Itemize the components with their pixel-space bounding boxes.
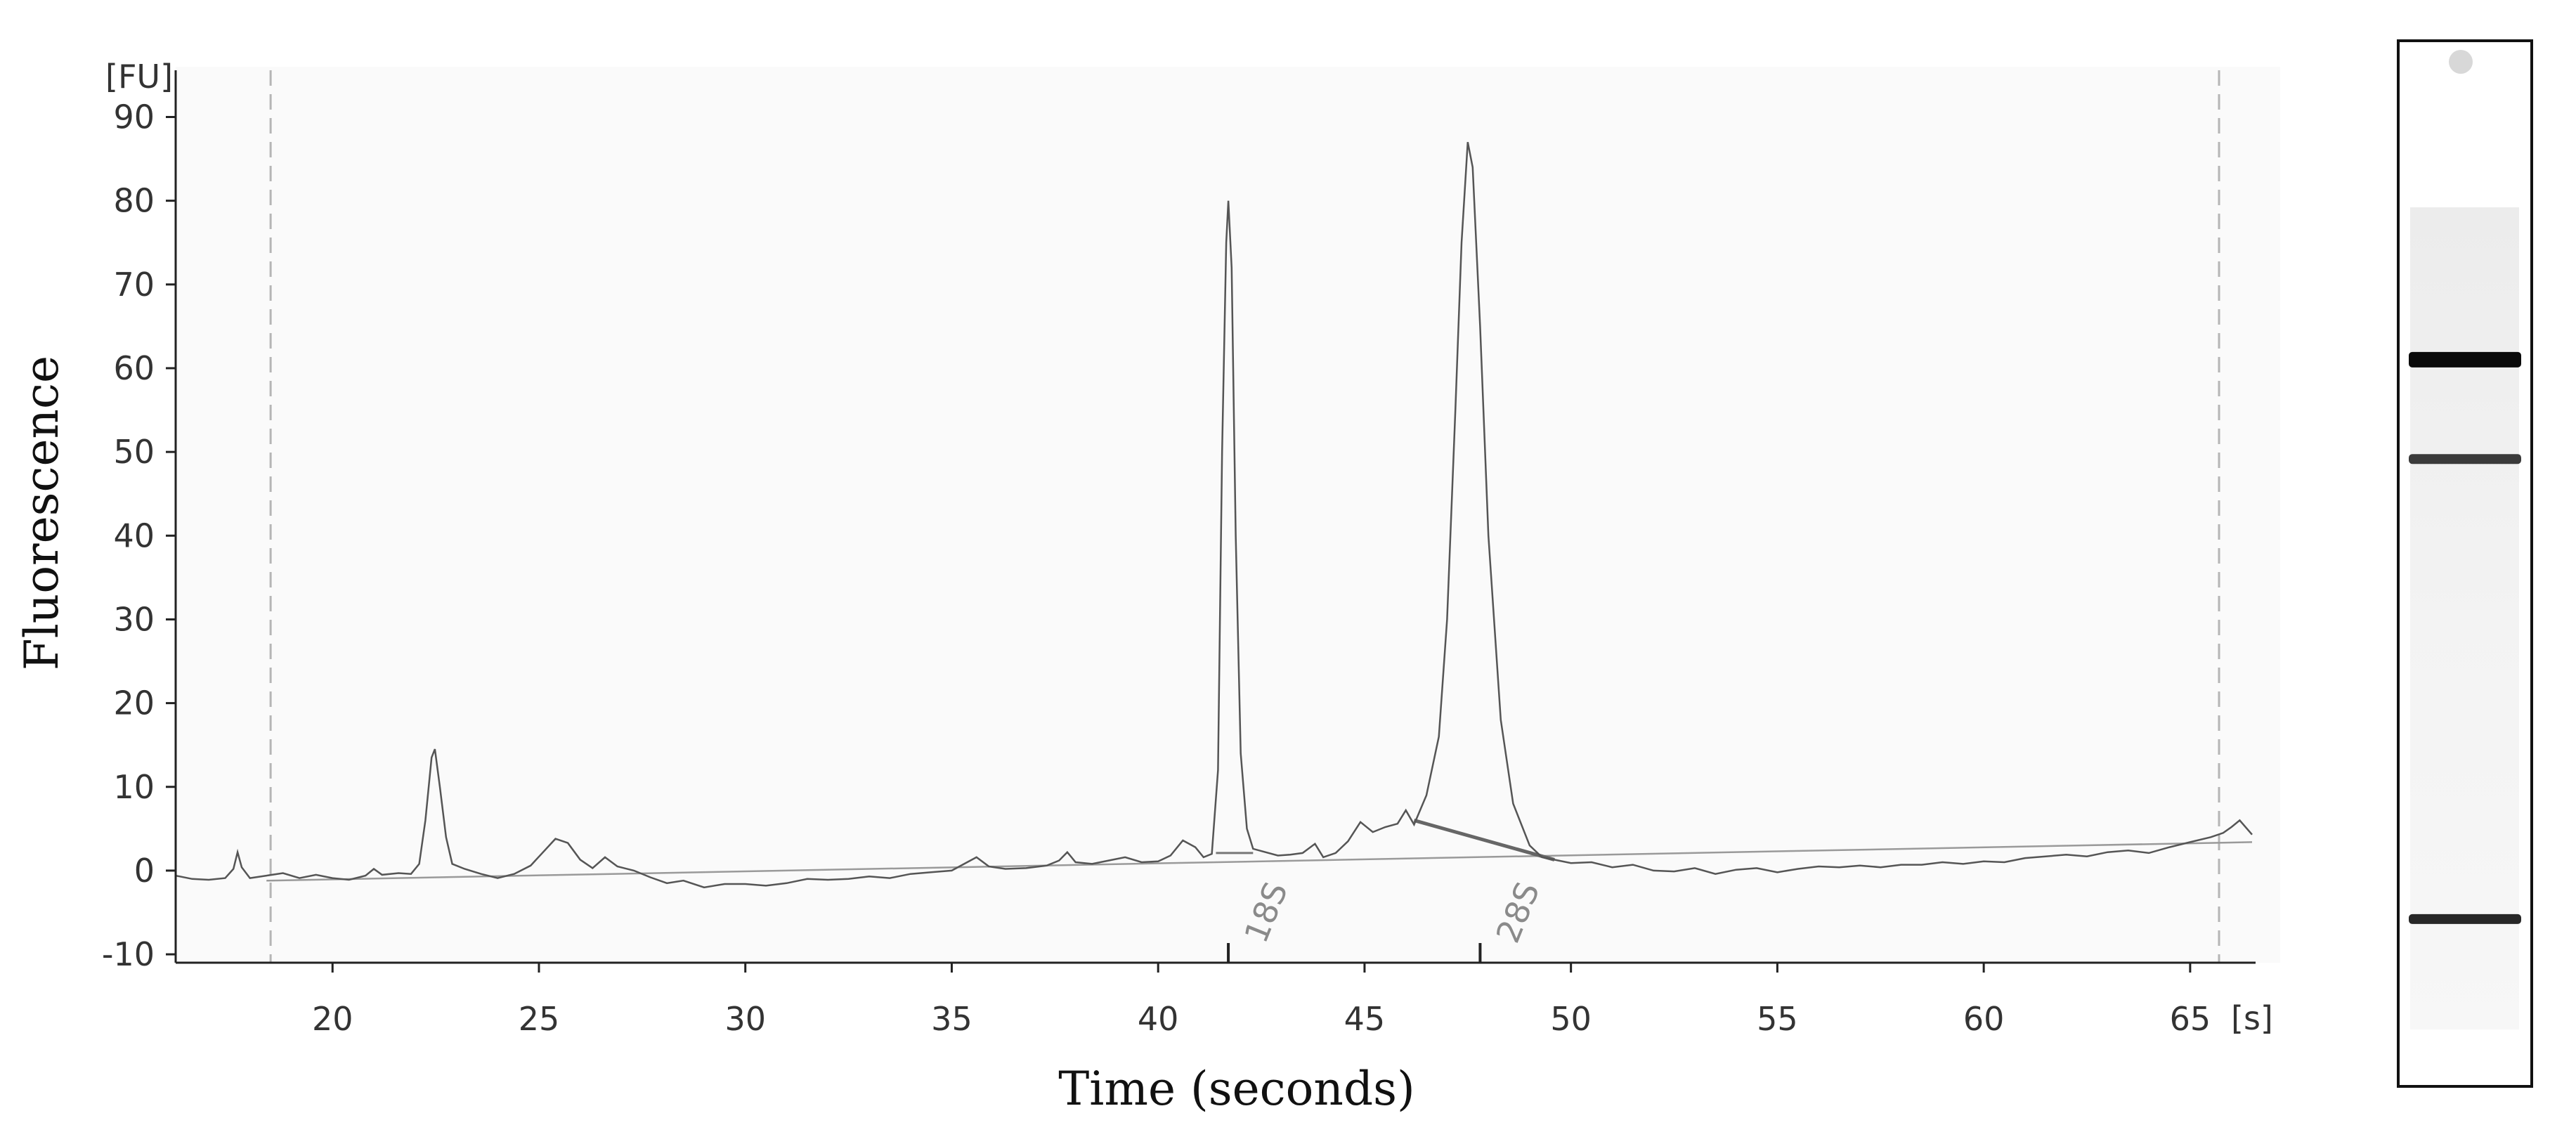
y-tick-label: 80: [113, 182, 155, 220]
x-tick-label: 50: [1550, 1000, 1592, 1038]
gel-lane-smear: [2410, 207, 2519, 1029]
x-axis-title: Time (seconds): [1058, 1062, 1415, 1116]
x-ticks: 20 25 30 35 40 45 50 55 60 65: [312, 963, 2211, 1038]
x-tick-label: 60: [1963, 1000, 2005, 1038]
y-unit-label: [FU]: [105, 58, 173, 96]
gel-well-dot: [2449, 50, 2473, 74]
x-tick-label: 30: [724, 1000, 766, 1038]
y-tick-label: 50: [113, 433, 155, 471]
gel-band: [2409, 454, 2521, 464]
peak-baseline-segment: [1413, 819, 1555, 862]
fluorescence-trace: [175, 141, 2253, 889]
y-ticks: -10 0 10 20 30 40 50 60 70 80 90: [102, 98, 176, 973]
baseline-line: [266, 841, 2253, 882]
boundary-markers: [269, 70, 2220, 963]
y-axis-title: Fluorescence: [15, 356, 69, 670]
y-tick-label: 0: [134, 852, 155, 890]
x-tick-label: 35: [931, 1000, 972, 1038]
gel-lane-image: [2397, 39, 2533, 1088]
x-tick-label: 25: [519, 1000, 560, 1038]
y-tick-label: 40: [113, 516, 155, 554]
y-tick-label: -10: [102, 935, 155, 973]
y-tick-label: 60: [113, 349, 155, 387]
x-tick-label: 45: [1344, 1000, 1386, 1038]
x-tick-label: 65: [2170, 1000, 2211, 1038]
y-tick-label: 10: [113, 768, 155, 806]
y-tick-label: 70: [113, 266, 155, 304]
gel-bands: [2409, 351, 2521, 924]
y-tick-label: 90: [113, 98, 155, 136]
x-tick-label: 40: [1138, 1000, 1179, 1038]
x-tick-label: 20: [312, 1000, 353, 1038]
gel-band: [2409, 351, 2521, 368]
baseline-group: [266, 819, 2253, 882]
y-tick-label: 30: [113, 600, 155, 638]
y-tick-label: 20: [113, 684, 155, 722]
x-unit-label: [s]: [2231, 999, 2273, 1037]
x-tick-label: 55: [1757, 1000, 1798, 1038]
gel-band: [2409, 914, 2521, 924]
